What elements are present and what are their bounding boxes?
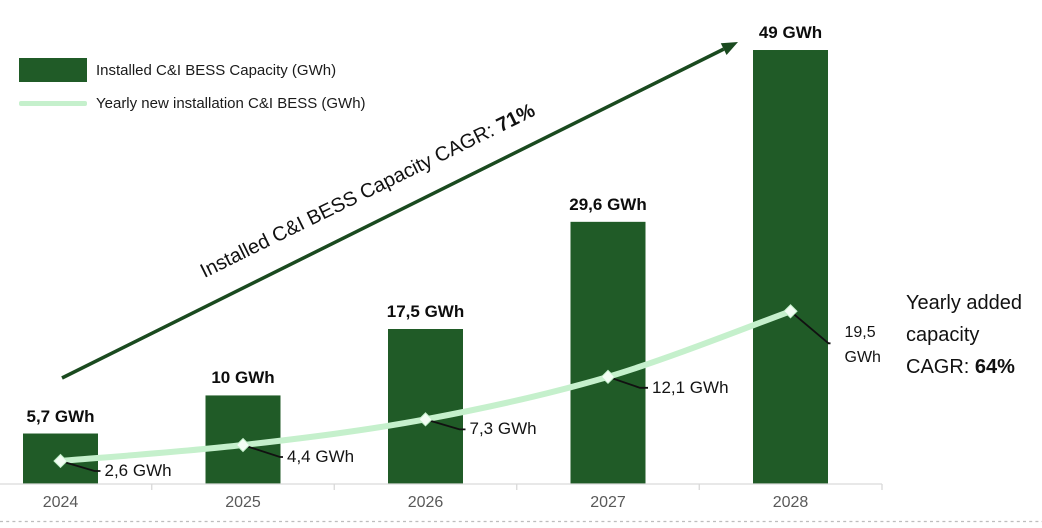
bar-2027: [570, 221, 646, 484]
bar-2026: [388, 329, 463, 484]
legend: Installed C&I BESS Capacity (GWh) Yearly…: [19, 58, 366, 112]
leader-line-2028: [789, 310, 831, 345]
legend-item-yearly-new-installation: Yearly new installation C&I BESS (GWh): [19, 95, 366, 112]
leader-line-2027: [607, 375, 648, 389]
legend-item-installed-capacity: Installed C&I BESS Capacity (GWh): [19, 58, 366, 82]
bar-2028: [753, 50, 828, 485]
added-capacity-cagr-line: CAGR: 64%: [906, 351, 1042, 383]
leader-line-2025: [242, 444, 283, 458]
line-marker-icon-2024: [53, 453, 68, 469]
legend-item-label: Installed C&I BESS Capacity (GWh): [96, 61, 337, 79]
leader-line-2026: [425, 418, 466, 431]
added-capacity-cagr-annotation: Yearly added capacity CAGR: 64%: [906, 287, 1042, 383]
cagr-arrow-head-icon: [720, 42, 738, 55]
added-capacity-label: Yearly added capacity: [906, 292, 1023, 346]
line-marker-icon-2026: [418, 412, 433, 427]
line-marker-icon-2027: [600, 369, 616, 385]
legend-line-swatch-icon: [19, 101, 87, 106]
leader-line-2024: [60, 460, 101, 472]
cagr-arrow-shaft: [61, 47, 725, 380]
legend-bar-swatch-icon: [19, 58, 87, 82]
added-capacity-cagr-prefix: CAGR:: [906, 356, 975, 378]
added-capacity-cagr-value: 64%: [974, 356, 1015, 378]
legend-item-label: Yearly new installation C&I BESS (GWh): [96, 95, 366, 112]
line-marker-icon-2025: [235, 437, 251, 453]
line-marker-icon-2028: [783, 304, 798, 319]
